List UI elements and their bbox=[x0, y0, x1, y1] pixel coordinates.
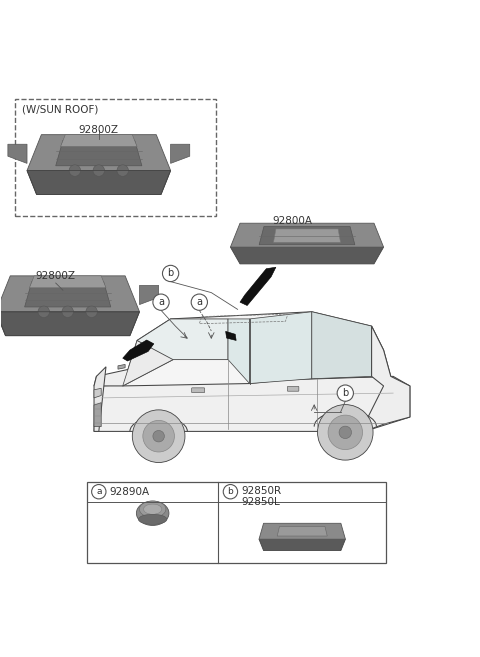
Polygon shape bbox=[312, 312, 372, 378]
Text: b: b bbox=[168, 269, 174, 279]
Circle shape bbox=[153, 430, 164, 442]
Text: b: b bbox=[342, 388, 348, 398]
Circle shape bbox=[153, 294, 169, 310]
Ellipse shape bbox=[144, 504, 162, 514]
Circle shape bbox=[223, 484, 238, 499]
Circle shape bbox=[337, 385, 353, 401]
Circle shape bbox=[38, 306, 49, 317]
Polygon shape bbox=[226, 331, 236, 340]
Polygon shape bbox=[94, 376, 410, 432]
Circle shape bbox=[191, 294, 207, 310]
Text: 92800Z: 92800Z bbox=[79, 125, 119, 135]
Polygon shape bbox=[259, 227, 355, 245]
Text: 92800A: 92800A bbox=[273, 215, 312, 225]
Polygon shape bbox=[274, 229, 340, 242]
Circle shape bbox=[339, 426, 351, 439]
Text: b: b bbox=[228, 487, 233, 496]
Polygon shape bbox=[259, 523, 346, 539]
Polygon shape bbox=[140, 285, 158, 305]
Circle shape bbox=[328, 415, 362, 449]
Polygon shape bbox=[94, 359, 173, 386]
Ellipse shape bbox=[138, 514, 167, 524]
Polygon shape bbox=[259, 539, 346, 551]
Circle shape bbox=[92, 484, 106, 499]
Polygon shape bbox=[137, 319, 228, 359]
Polygon shape bbox=[29, 276, 106, 288]
Circle shape bbox=[162, 265, 179, 282]
Circle shape bbox=[62, 306, 73, 317]
Polygon shape bbox=[123, 340, 154, 361]
Text: 92850R: 92850R bbox=[241, 486, 282, 497]
Text: 92890A: 92890A bbox=[110, 487, 150, 497]
FancyBboxPatch shape bbox=[288, 386, 299, 391]
Polygon shape bbox=[27, 135, 170, 171]
Polygon shape bbox=[94, 403, 101, 426]
Polygon shape bbox=[8, 145, 27, 164]
Polygon shape bbox=[123, 340, 173, 386]
Ellipse shape bbox=[136, 501, 169, 526]
Polygon shape bbox=[170, 145, 190, 164]
Text: a: a bbox=[158, 297, 164, 307]
Circle shape bbox=[143, 420, 174, 452]
Polygon shape bbox=[228, 319, 250, 384]
Polygon shape bbox=[277, 526, 327, 536]
Polygon shape bbox=[230, 247, 384, 264]
Polygon shape bbox=[0, 276, 140, 312]
Circle shape bbox=[86, 306, 97, 317]
Circle shape bbox=[93, 165, 105, 176]
Polygon shape bbox=[240, 267, 276, 306]
Polygon shape bbox=[56, 141, 142, 166]
Text: a: a bbox=[96, 487, 102, 496]
Circle shape bbox=[132, 410, 185, 463]
Polygon shape bbox=[123, 312, 391, 386]
Text: 92850L: 92850L bbox=[241, 497, 280, 507]
Text: (W/SUN ROOF): (W/SUN ROOF) bbox=[22, 104, 98, 114]
Circle shape bbox=[69, 165, 81, 176]
Polygon shape bbox=[250, 312, 312, 384]
FancyBboxPatch shape bbox=[192, 388, 204, 393]
Polygon shape bbox=[364, 326, 410, 432]
Polygon shape bbox=[118, 365, 125, 369]
Polygon shape bbox=[60, 135, 137, 147]
Ellipse shape bbox=[139, 501, 166, 517]
Polygon shape bbox=[27, 171, 170, 194]
Polygon shape bbox=[230, 223, 384, 247]
Polygon shape bbox=[0, 312, 140, 336]
Circle shape bbox=[318, 405, 373, 460]
Circle shape bbox=[117, 165, 129, 176]
Polygon shape bbox=[94, 367, 106, 432]
Text: a: a bbox=[196, 297, 202, 307]
Polygon shape bbox=[94, 388, 101, 398]
Text: 92800Z: 92800Z bbox=[36, 271, 76, 281]
Polygon shape bbox=[24, 282, 111, 307]
